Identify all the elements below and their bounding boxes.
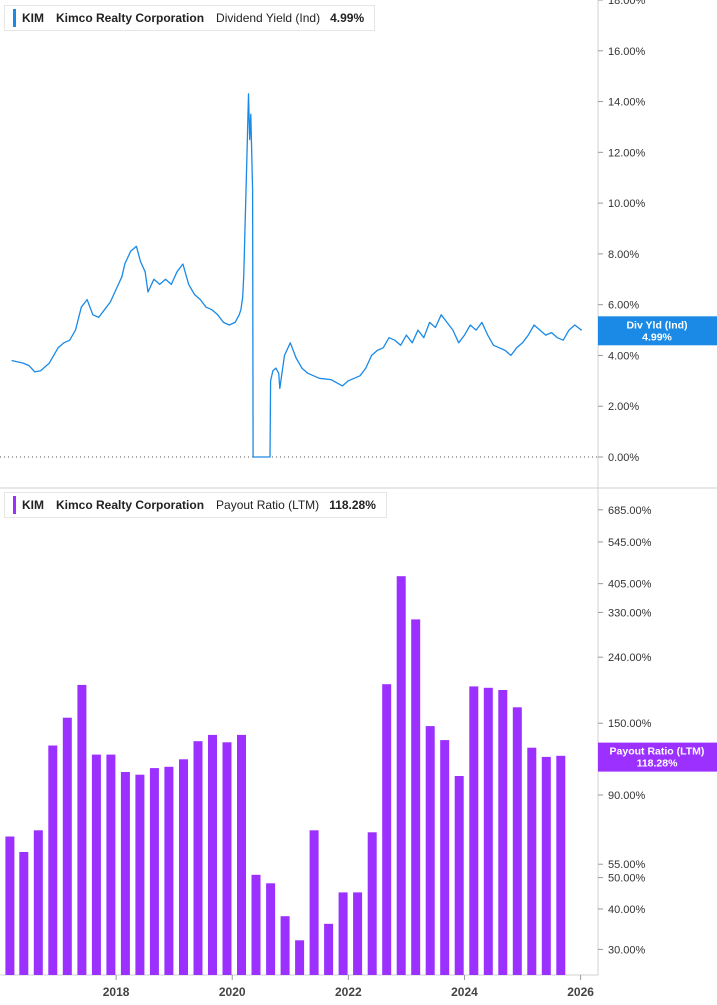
payout-bar [454,776,464,975]
yield-legend-swatch [13,9,16,27]
payout-badge-value: 118.28% [637,758,679,770]
payout-y-tick-label: 405.00% [608,579,652,591]
payout-bar [33,830,43,975]
yield-y-tick-label: 4.00% [608,350,639,362]
payout-y-tick-label: 50.00% [608,873,646,885]
payout-bar [19,852,29,975]
payout-bar [541,756,551,975]
x-tick-label: 2018 [103,985,130,999]
payout-bar [411,619,421,975]
payout-current-badge [598,742,717,772]
payout-bar [164,766,174,975]
payout-bar [309,830,319,975]
payout-bar [280,916,290,975]
x-tick-label: 2024 [451,985,478,999]
payout-legend-company: Kimco Realty Corporation [56,498,205,512]
payout-legend-swatch [13,496,16,514]
payout-bar [48,745,58,975]
payout-bar [149,768,159,975]
payout-bar [469,686,479,975]
payout-legend-metric[interactable]: Payout Ratio (LTM) [216,498,320,512]
x-tick-label: 2022 [335,985,362,999]
payout-bar [208,734,217,975]
yield-y-tick-label: 14.00% [608,97,646,109]
yield-y-tick-label: 8.00% [608,249,639,261]
yield-legend-company: Kimco Realty Corporation [56,11,205,25]
payout-y-tick-label: 150.00% [608,718,652,730]
yield-badge-value: 4.99% [642,331,672,343]
x-tick-label: 2020 [219,985,246,999]
payout-bar [120,772,130,975]
payout-bar [135,774,145,975]
payout-bar [251,874,261,975]
payout-legend-ticker[interactable]: KIM [22,498,44,512]
payout-bar [106,754,116,975]
payout-bar [295,940,305,975]
x-tick-label: 2026 [567,985,594,999]
yield-y-tick-label: 0.00% [608,452,639,464]
payout-bar [440,740,450,975]
payout-bar [396,576,406,975]
yield-badge-label: Div Yld (Ind) [626,319,687,331]
payout-y-tick-label: 30.00% [608,944,646,956]
yield-legend-value: 4.99% [330,11,365,25]
yield-y-tick-label: 12.00% [608,147,646,159]
payout-bar [483,687,493,975]
yield-current-badge [598,316,717,346]
payout-bar [382,684,392,975]
payout-bar [222,742,232,975]
yield-legend-metric[interactable]: Dividend Yield (Ind) [216,11,321,25]
yield-legend-ticker[interactable]: KIM [22,11,44,25]
payout-bar [62,717,72,975]
yield-y-tick-label: 18.00% [608,0,646,7]
yield-y-tick-label: 2.00% [608,401,639,413]
payout-legend-value: 118.28% [329,498,376,512]
yield-legend: KIM Kimco Realty Corporation Dividend Yi… [4,5,376,31]
payout-bar [498,690,508,975]
payout-bar [512,707,522,975]
payout-y-tick-label: 685.00% [608,505,652,517]
payout-bar [367,832,377,975]
yield-y-tick-label: 6.00% [608,300,639,312]
payout-y-tick-label: 55.00% [608,859,646,871]
payout-bar [527,747,537,975]
payout-bar [338,892,348,975]
payout-y-tick-label: 330.00% [608,607,652,619]
payout-y-tick-label: 90.00% [608,790,646,802]
yield-series-line [11,93,583,458]
payout-bar [179,759,188,975]
yield-y-tick-label: 10.00% [608,198,646,210]
payout-badge-label: Payout Ratio (LTM) [610,746,705,758]
yield-y-tick-label: 16.00% [608,46,646,58]
payout-bar [556,755,566,975]
payout-bar [77,684,87,975]
payout-y-tick-label: 545.00% [608,537,652,549]
payout-bar [91,754,101,975]
payout-bar [193,741,203,975]
payout-bar [324,923,334,975]
payout-bar [425,726,435,975]
payout-bar [237,734,246,975]
payout-y-tick-label: 240.00% [608,652,652,664]
payout-bar [5,836,15,975]
payout-bar [266,883,276,975]
payout-y-tick-label: 40.00% [608,904,646,916]
payout-legend: KIM Kimco Realty Corporation Payout Rati… [4,492,387,518]
payout-bar [353,892,363,975]
